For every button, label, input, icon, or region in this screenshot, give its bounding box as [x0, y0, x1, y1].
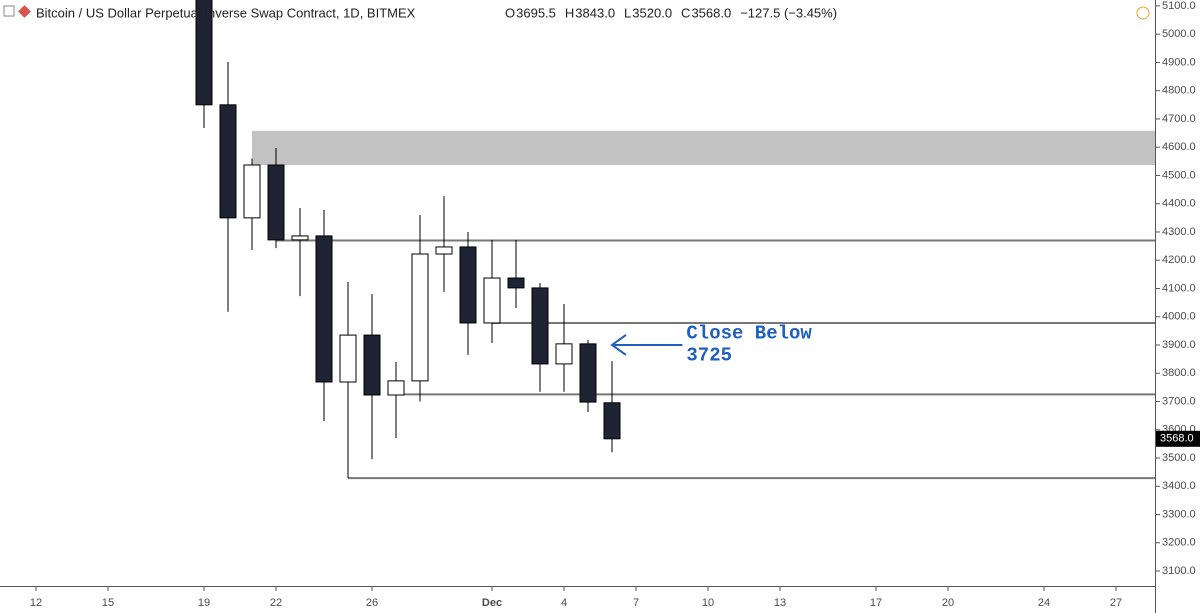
annotation-text: 3725	[686, 345, 732, 367]
readout-item: 3843.0	[575, 5, 615, 20]
y-tick-label: 4700.0	[1162, 113, 1196, 125]
y-tick-label: 4300.0	[1162, 226, 1196, 238]
candle-body	[483, 277, 501, 324]
y-tick-label: 3800.0	[1162, 367, 1196, 379]
y-tick-label: 5100.0	[1162, 0, 1196, 12]
y-tick-label: 5000.0	[1162, 28, 1196, 40]
readout-item: L	[624, 5, 631, 20]
annotation-arrow	[610, 334, 683, 356]
candle-body	[555, 343, 573, 365]
x-tick-label: 10	[702, 597, 714, 609]
candle-body	[603, 402, 621, 440]
last-price-label: 3568.0	[1160, 433, 1194, 445]
x-tick-label: 4	[561, 597, 567, 609]
ohlc-readout: O 3695.5 H 3843.0 L 3520.0 C 3568.0 −127.5 (−3.4…	[505, 5, 837, 20]
y-tick-label: 4600.0	[1162, 141, 1196, 153]
x-tick-label: 7	[633, 597, 639, 609]
x-tick-label: 13	[774, 597, 786, 609]
candle-body	[315, 235, 333, 383]
resistance-zone	[252, 130, 1155, 166]
x-tick-label: 17	[870, 597, 882, 609]
y-tick-label: 3700.0	[1162, 395, 1196, 407]
y-tick-label: 3500.0	[1162, 452, 1196, 464]
candle-body	[291, 235, 309, 241]
x-tick-label: 22	[270, 597, 282, 609]
x-tick-label: 27	[1110, 597, 1122, 609]
candle-body	[363, 334, 381, 396]
annotation-text: Close Below	[686, 323, 812, 345]
y-tick-label: 4800.0	[1162, 85, 1196, 97]
x-tick-label: 15	[102, 597, 114, 609]
candle-body	[411, 253, 429, 382]
candle-body	[195, 0, 213, 106]
x-tick-label: 19	[198, 597, 210, 609]
candle-body	[531, 287, 549, 365]
toggle-icon[interactable]	[3, 5, 15, 17]
y-tick-label: 3300.0	[1162, 508, 1196, 520]
y-tick-label: 3900.0	[1162, 339, 1196, 351]
x-tick-label: Dec	[482, 597, 502, 609]
y-tick-label: 3200.0	[1162, 537, 1196, 549]
y-tick-label: 4400.0	[1162, 198, 1196, 210]
x-tick-label: 20	[942, 597, 954, 609]
readout-item: H	[565, 5, 574, 20]
y-tick-label: 4200.0	[1162, 254, 1196, 266]
readout-item: 3568.0	[691, 5, 731, 20]
candle-body	[219, 104, 237, 219]
plot-area	[195, 0, 1155, 480]
readout-item: 3520.0	[632, 5, 672, 20]
x-tick-label: 26	[366, 597, 378, 609]
x-tick-label: 12	[30, 597, 42, 609]
y-tick-label: 3400.0	[1162, 480, 1196, 492]
readout-item: −127.5 (−3.45%)	[740, 5, 837, 20]
candle-body	[435, 246, 453, 255]
candle-body	[339, 334, 357, 383]
candle-body	[387, 380, 405, 396]
candle-body	[507, 277, 525, 289]
y-tick-label: 4000.0	[1162, 311, 1196, 323]
readout-item: C	[681, 5, 690, 20]
symbol-icon	[18, 5, 31, 18]
x-tick-label: 24	[1038, 597, 1050, 609]
last-price-box	[1156, 430, 1200, 447]
candle-body	[579, 343, 597, 403]
y-tick-label: 4500.0	[1162, 169, 1196, 181]
alert-icon[interactable]	[1136, 6, 1150, 20]
candle-body	[243, 164, 261, 219]
y-tick-label: 3100.0	[1162, 565, 1196, 577]
candle-body	[267, 164, 285, 241]
y-tick-label: 4100.0	[1162, 282, 1196, 294]
candle-body	[459, 246, 477, 324]
chart-title: Bitcoin / US Dollar Perpetual Inverse Sw…	[36, 5, 416, 20]
readout-item: O	[505, 5, 515, 20]
y-tick-label: 4900.0	[1162, 56, 1196, 68]
readout-item: 3695.5	[516, 5, 556, 20]
